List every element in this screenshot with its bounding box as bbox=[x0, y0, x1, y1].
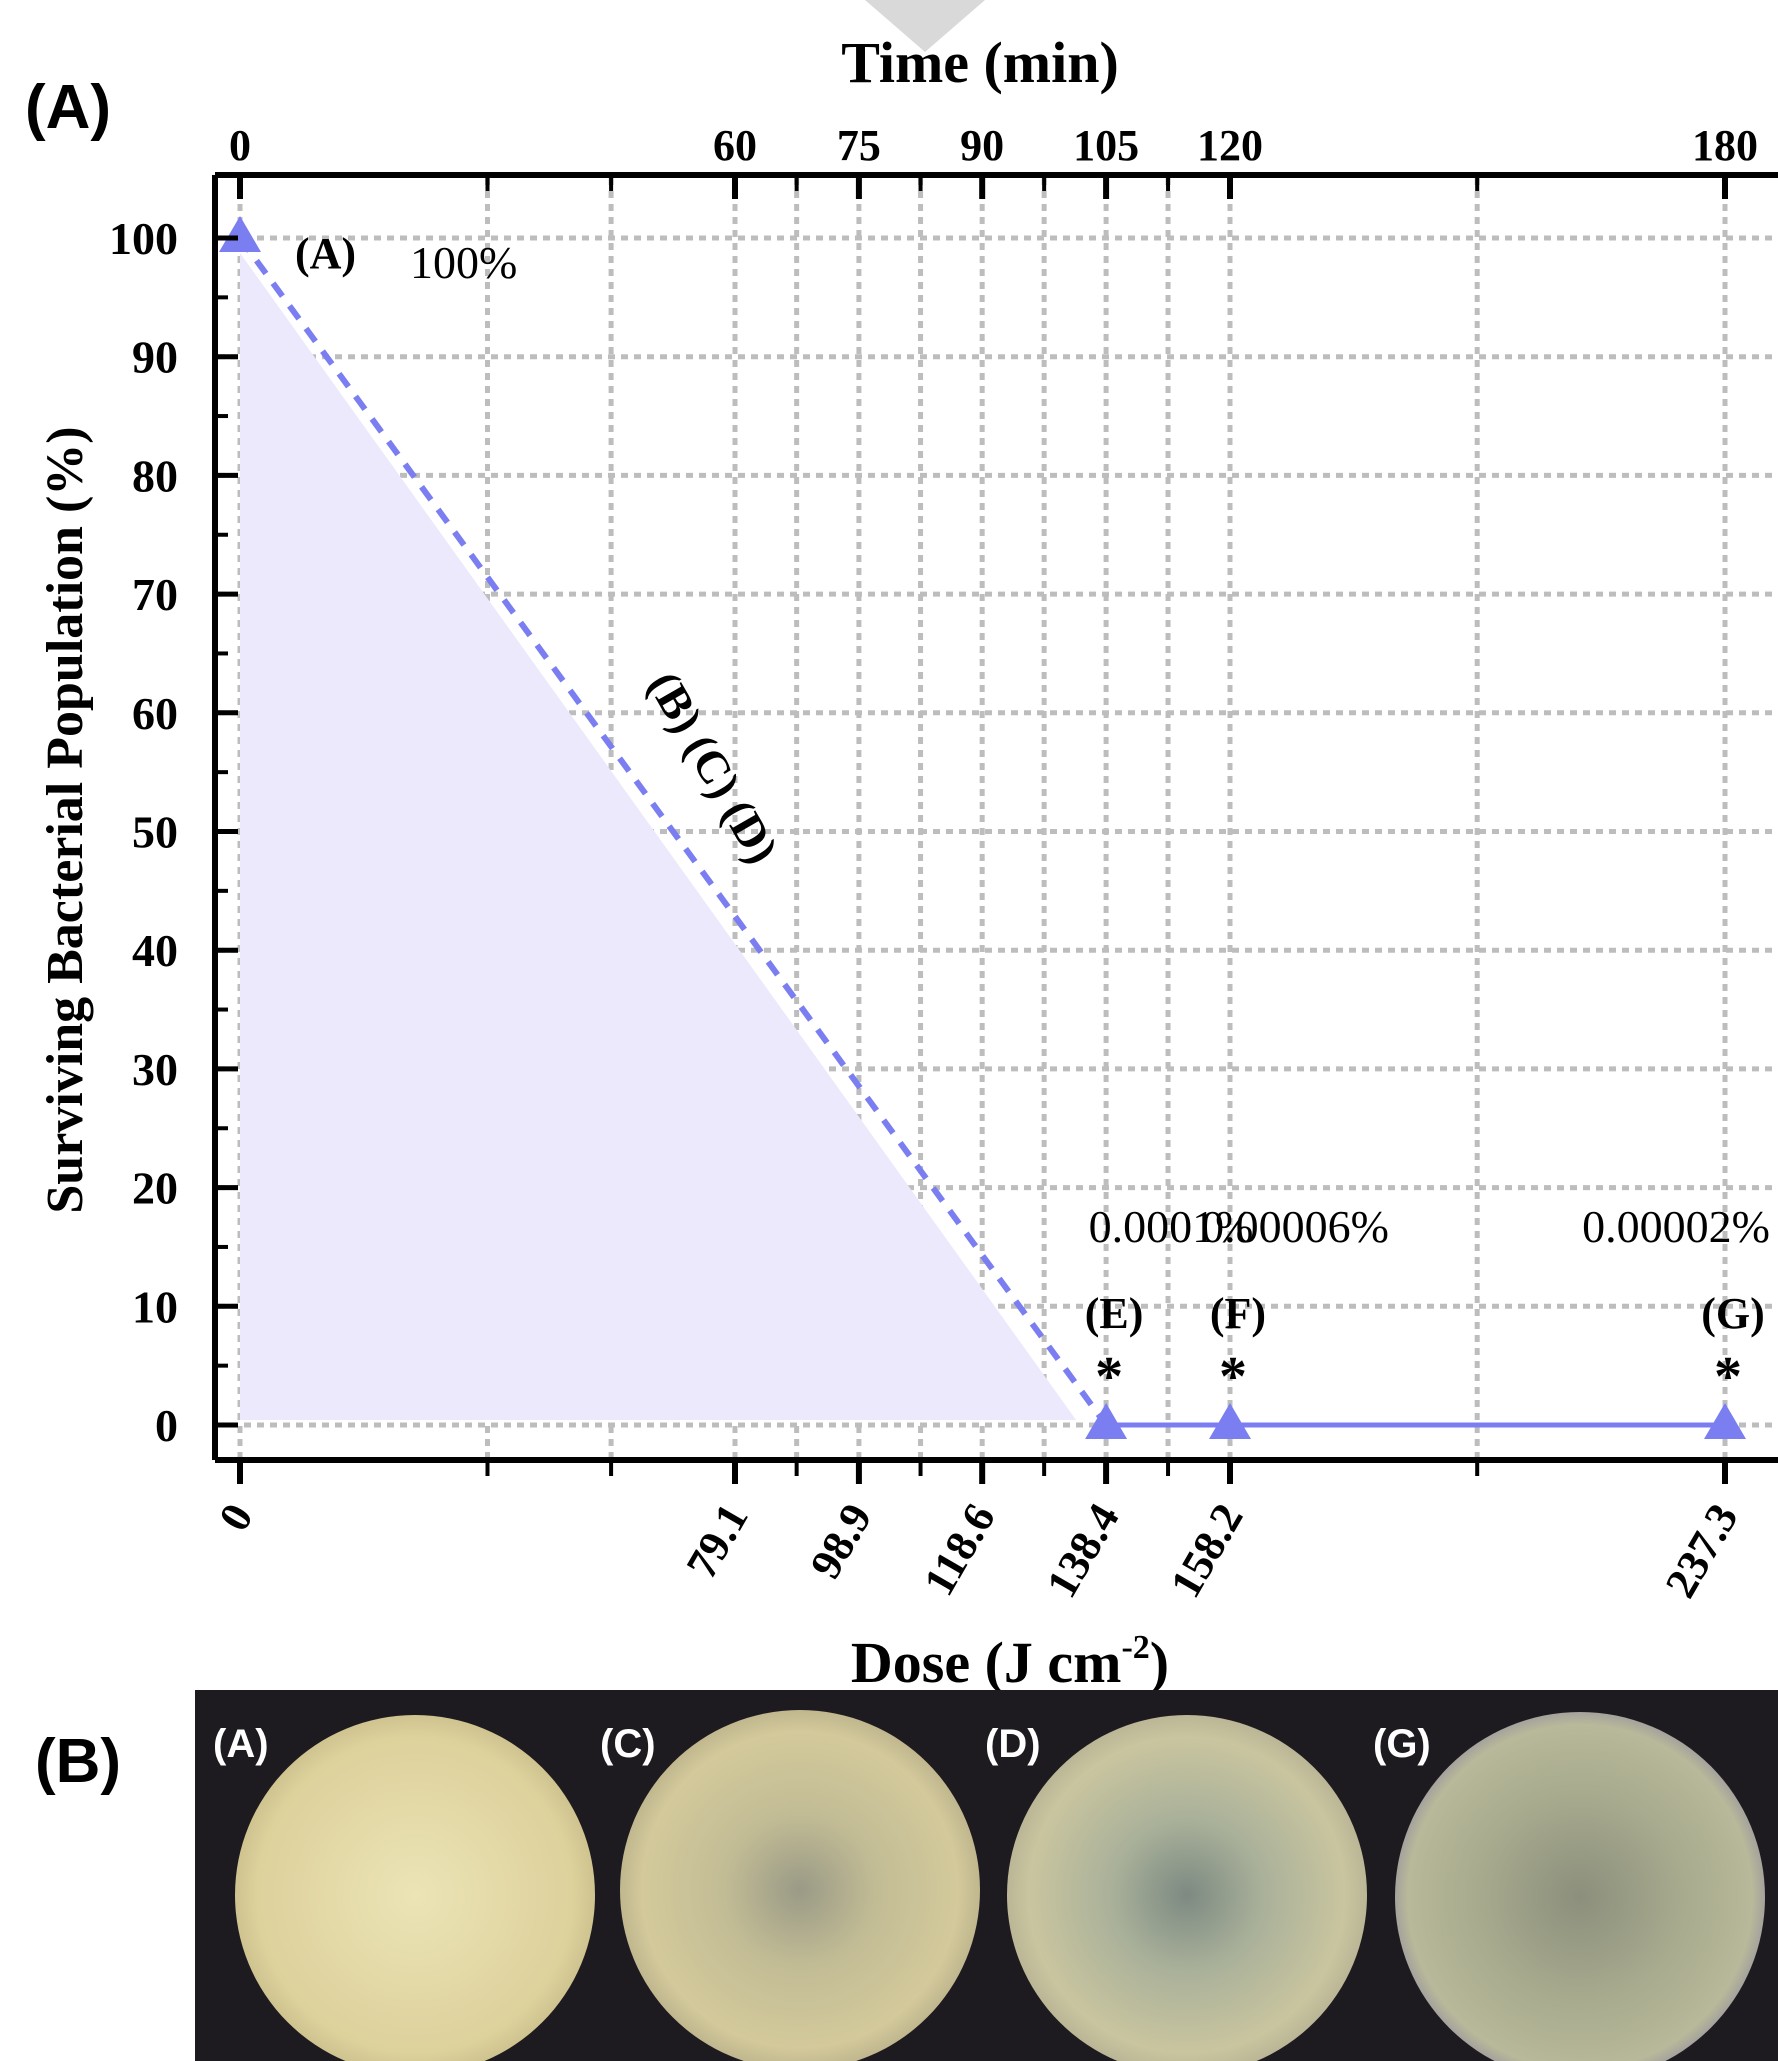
triangle-marker bbox=[219, 216, 261, 252]
area-under-curve bbox=[240, 253, 1077, 1420]
x2-tick-label: 90 bbox=[960, 121, 1004, 170]
plate-label-d: (D) bbox=[985, 1722, 1041, 1766]
x-tick-label: 237.3 bbox=[1656, 1496, 1748, 1606]
series-decline-segment bbox=[237, 236, 1109, 1427]
point-value-label: 100% bbox=[410, 237, 517, 288]
plate-photo-d bbox=[1007, 1715, 1367, 2061]
y-tick-label: 0 bbox=[155, 1400, 178, 1451]
significance-asterisk: * bbox=[1219, 1346, 1247, 1408]
significance-asterisk: * bbox=[1714, 1346, 1742, 1408]
significance-asterisk: * bbox=[1095, 1346, 1123, 1408]
x-axis-title-superscript: -2 bbox=[1121, 1629, 1149, 1666]
agar-plate-photos: (A) (C) (D) (G) bbox=[195, 1690, 1778, 2061]
plate-label-c: (C) bbox=[600, 1722, 656, 1766]
survival-area-fill bbox=[240, 253, 1077, 1420]
x2-axis-title: Time (min) bbox=[841, 30, 1119, 95]
x-tick-label: 158.2 bbox=[1161, 1496, 1253, 1606]
x2-tick-label: 75 bbox=[837, 121, 881, 170]
plate-photo-c bbox=[620, 1710, 980, 2061]
point-value-label: 0.0001% bbox=[1089, 1201, 1254, 1252]
point-letter-label: (F) bbox=[1210, 1289, 1266, 1338]
x-tick-label: 79.1 bbox=[677, 1496, 758, 1587]
x2-axis-ticks: 0 60 75 90 105 120 180 bbox=[229, 121, 1758, 199]
x-axis-ticks: 0 79.1 98.9 118.6 138.4 158.2 237.3 bbox=[209, 1460, 1748, 1606]
y-tick-label: 80 bbox=[132, 450, 178, 501]
x2-tick-label: 0 bbox=[229, 121, 251, 170]
triangle-marker bbox=[1704, 1402, 1746, 1439]
panel-b-label: (B) bbox=[35, 1727, 121, 1796]
y-tick-label: 60 bbox=[132, 688, 178, 739]
point-value-label: 0.00006% bbox=[1201, 1201, 1389, 1252]
panel-a-label: (A) bbox=[25, 73, 111, 142]
triangle-marker bbox=[1209, 1402, 1251, 1439]
x-axis-title-close: ) bbox=[1150, 1630, 1169, 1695]
x2-tick-label: 105 bbox=[1073, 121, 1139, 170]
y-tick-label: 100 bbox=[109, 213, 178, 264]
point-labels: (A) 100% (E) * 0.0001% (F) * 0.00006% (G) * 0.0000… bbox=[295, 229, 1770, 1408]
y-tick-label: 30 bbox=[132, 1044, 178, 1095]
y-tick-label: 70 bbox=[132, 569, 178, 620]
plate-label-a: (A) bbox=[213, 1722, 269, 1766]
x2-tick-label: 60 bbox=[713, 121, 757, 170]
data-markers bbox=[219, 216, 1746, 1439]
y-axis-title: Surviving Bacterial Population (%) bbox=[37, 426, 94, 1213]
x-tick-label: 138.4 bbox=[1037, 1496, 1129, 1606]
top-shadow-shape bbox=[865, 0, 985, 52]
plate-label-g: (G) bbox=[1373, 1722, 1431, 1766]
plate-photo-g bbox=[1395, 1712, 1765, 2061]
y-tick-label: 90 bbox=[132, 332, 178, 383]
y-axis-ticks: 0 10 20 30 40 50 60 70 80 90 100 bbox=[109, 213, 238, 1451]
x2-tick-label: 120 bbox=[1197, 121, 1263, 170]
point-value-label: 0.00002% bbox=[1582, 1201, 1770, 1252]
triangle-marker bbox=[1085, 1402, 1128, 1439]
x-tick-label: 118.6 bbox=[914, 1496, 1005, 1604]
y-tick-label: 20 bbox=[132, 1163, 178, 1214]
point-letter-label: (G) bbox=[1701, 1289, 1765, 1338]
y-tick-label: 10 bbox=[132, 1281, 178, 1332]
point-letter-label: (A) bbox=[295, 229, 356, 278]
x-axis-title: Dose (J cm-2) bbox=[851, 1629, 1169, 1695]
plate-photo-a bbox=[235, 1715, 595, 2061]
y-tick-label: 50 bbox=[132, 807, 178, 858]
x-tick-label: 98.9 bbox=[801, 1496, 882, 1587]
point-letter-label: (E) bbox=[1085, 1289, 1144, 1338]
x-tick-label: 0 bbox=[209, 1496, 262, 1540]
y-tick-label: 40 bbox=[132, 925, 178, 976]
x-axis-title-main: Dose (J cm bbox=[851, 1630, 1122, 1695]
x2-tick-label: 180 bbox=[1692, 121, 1758, 170]
